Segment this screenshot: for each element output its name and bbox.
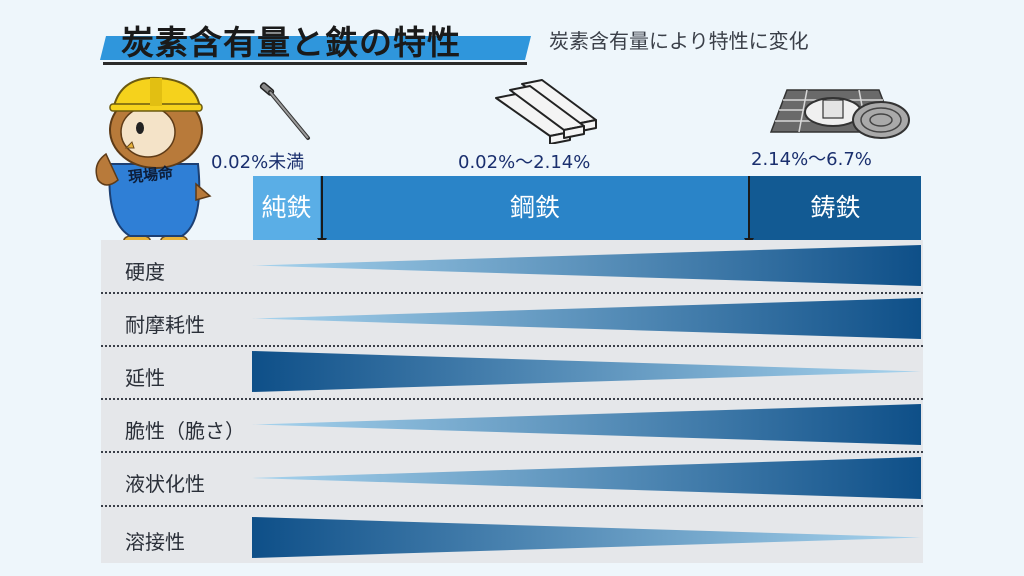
range-label-steel: 0.02%〜2.14% bbox=[458, 152, 591, 173]
owl-worker-mascot-icon bbox=[92, 72, 214, 248]
trend-wedge-2 bbox=[252, 298, 921, 339]
category-bar-pure-iron bbox=[253, 176, 320, 240]
title-block: 炭素含有量と鉄の特性 bbox=[100, 10, 531, 66]
range-label-pure: 0.02%未満 bbox=[211, 152, 305, 173]
property-label-brittleness: 脆性（脆さ） bbox=[125, 419, 245, 443]
manhole-cover-icon bbox=[767, 82, 911, 142]
property-label-wear-resistance: 耐摩耗性 bbox=[125, 313, 205, 337]
range-label-cast: 2.14%〜6.7% bbox=[751, 149, 872, 170]
title-underline bbox=[103, 62, 527, 65]
category-label-steel: 鋼鉄 bbox=[509, 193, 560, 222]
row-divider bbox=[101, 345, 923, 347]
row-divider bbox=[101, 292, 923, 294]
nail-icon bbox=[258, 82, 316, 144]
property-label-hardness: 硬度 bbox=[125, 260, 165, 284]
boundary-arrow-steel-cast bbox=[748, 176, 750, 238]
steel-bars-icon bbox=[492, 78, 598, 145]
property-label-fluidity: 液状化性 bbox=[125, 472, 205, 496]
boundary-arrow-pure-steel bbox=[321, 176, 323, 238]
trend-wedge-1 bbox=[252, 245, 921, 286]
category-bar-cast-iron bbox=[750, 176, 921, 240]
property-label-ductility: 延性 bbox=[125, 366, 165, 390]
category-label-pure-iron: 純鉄 bbox=[261, 193, 312, 222]
category-bar-steel bbox=[320, 176, 750, 240]
trend-wedge-5 bbox=[252, 457, 921, 499]
category-label-cast-iron: 鋳鉄 bbox=[810, 193, 861, 222]
page-title: 炭素含有量と鉄の特性 bbox=[121, 23, 461, 62]
row-divider bbox=[101, 505, 923, 507]
row-divider bbox=[101, 398, 923, 400]
trend-wedge-6 bbox=[252, 517, 921, 558]
trend-wedge-4 bbox=[252, 404, 921, 445]
page-subtitle: 炭素含有量により特性に変化 bbox=[549, 29, 809, 53]
trend-wedge-3 bbox=[252, 351, 921, 392]
property-label-weldability: 溶接性 bbox=[125, 530, 185, 554]
row-divider bbox=[101, 451, 923, 453]
